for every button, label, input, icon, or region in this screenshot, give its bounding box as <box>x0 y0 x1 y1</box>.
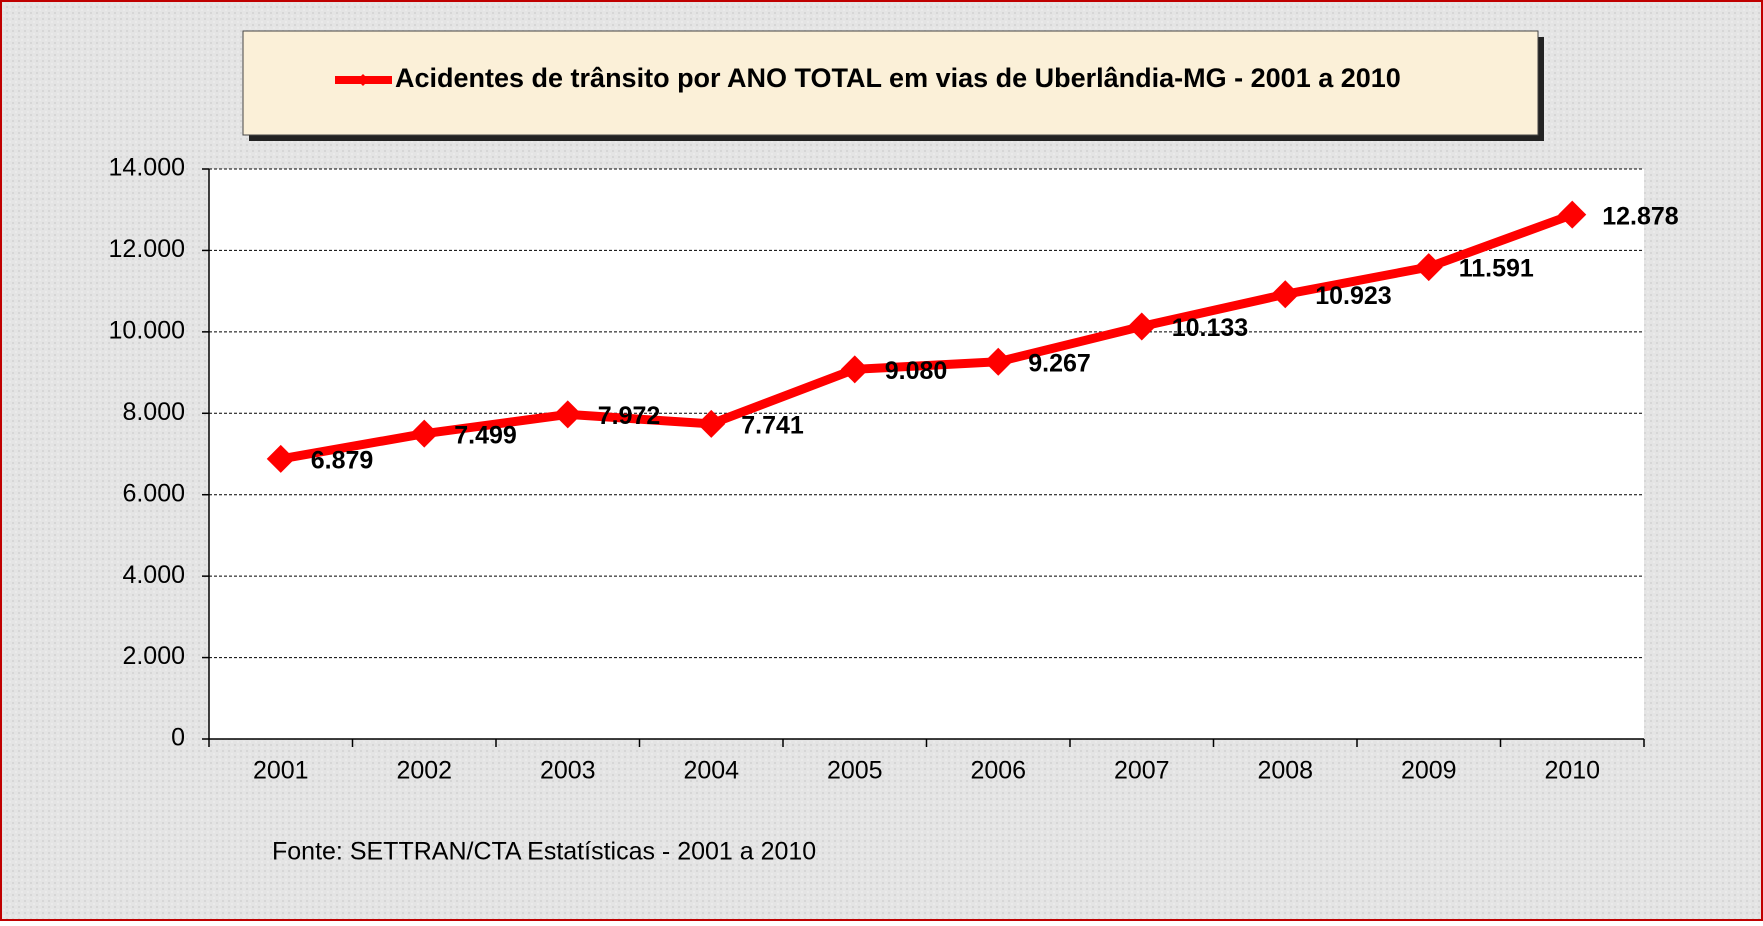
data-label: 7.972 <box>598 402 661 430</box>
x-tick-label: 2006 <box>970 757 1026 785</box>
data-point <box>553 400 582 429</box>
data-point <box>1127 312 1156 341</box>
y-tick-label: 4.000 <box>122 561 185 589</box>
y-tick-label: 14.000 <box>109 154 185 182</box>
data-label: 10.133 <box>1172 314 1248 342</box>
legend-label: Acidentes de trânsito por ANO TOTAL em v… <box>395 63 1401 93</box>
x-tick-label: 2003 <box>540 757 596 785</box>
data-label: 11.591 <box>1459 255 1534 283</box>
data-point <box>840 355 869 384</box>
data-point <box>697 409 726 438</box>
data-point <box>410 419 439 448</box>
y-tick-label: 8.000 <box>122 398 185 426</box>
legend-marker <box>357 74 369 86</box>
data-label: 9.267 <box>1028 349 1091 377</box>
data-point <box>1271 280 1300 309</box>
series-line <box>279 210 1574 464</box>
x-tick-label: 2007 <box>1114 757 1170 785</box>
data-point <box>1558 200 1587 229</box>
y-tick-label: 10.000 <box>109 316 185 344</box>
data-point <box>984 347 1013 376</box>
data-label: 9.080 <box>885 357 948 385</box>
y-tick-label: 2.000 <box>122 642 185 670</box>
x-tick-label: 2010 <box>1544 757 1600 785</box>
x-tick-label: 2005 <box>827 757 883 785</box>
plot-area <box>209 169 1644 739</box>
data-point <box>266 444 295 473</box>
legend-box <box>242 30 1539 136</box>
data-label: 7.741 <box>741 411 804 439</box>
y-tick-label: 6.000 <box>122 479 185 507</box>
data-label: 12.878 <box>1602 202 1679 230</box>
x-tick-label: 2004 <box>683 757 739 785</box>
x-tick-label: 2008 <box>1257 757 1313 785</box>
source-note: Fonte: SETTRAN/CTA Estatísticas - 2001 a… <box>272 838 816 866</box>
data-label: 7.499 <box>454 421 517 449</box>
x-tick-label: 2009 <box>1401 757 1457 785</box>
y-tick-label: 0 <box>171 724 185 752</box>
y-tick-label: 12.000 <box>109 235 185 263</box>
x-tick-label: 2002 <box>396 757 452 785</box>
x-tick-label: 2001 <box>253 757 309 785</box>
data-label: 10.923 <box>1315 282 1391 310</box>
data-label: 6.879 <box>311 447 374 475</box>
data-point <box>1414 253 1443 282</box>
